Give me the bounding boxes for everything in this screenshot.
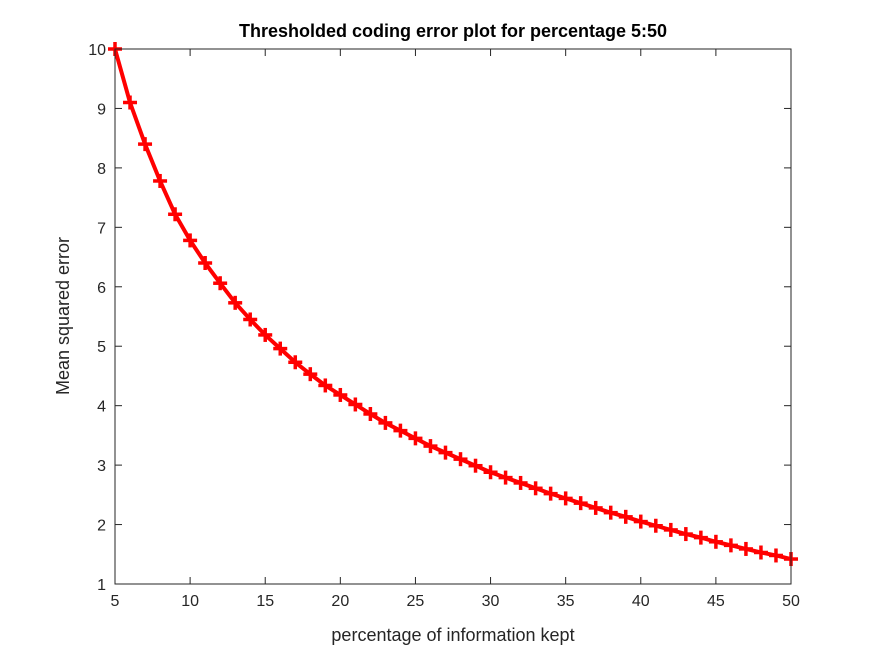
data-point-marker — [273, 341, 288, 356]
y-tick-label: 4 — [97, 399, 106, 416]
data-point-marker — [363, 406, 378, 421]
y-tick-label: 10 — [88, 42, 106, 59]
data-point-marker — [708, 534, 723, 549]
y-tick-label: 1 — [97, 577, 106, 594]
data-point-marker — [168, 207, 183, 222]
y-tick-label: 9 — [97, 101, 106, 118]
data-point-marker — [378, 415, 393, 430]
data-point-marker — [333, 387, 348, 402]
x-tick-label: 20 — [331, 593, 349, 610]
data-point-marker — [393, 423, 408, 438]
axes-box — [114, 48, 792, 585]
x-tick-label: 15 — [256, 593, 274, 610]
data-point-marker — [408, 431, 423, 446]
y-axis-label: Mean squared error — [53, 237, 73, 395]
data-point-marker — [543, 486, 558, 501]
data-point-marker — [633, 514, 648, 529]
chart-title: Thresholded coding error plot for percen… — [239, 21, 667, 41]
series-line — [113, 47, 793, 562]
data-point-marker — [648, 518, 663, 533]
y-tick-label: 6 — [97, 280, 106, 297]
data-point-marker — [603, 505, 618, 520]
data-point-marker — [528, 481, 543, 496]
data-point-marker — [423, 439, 438, 454]
data-point-marker — [498, 470, 513, 485]
data-point-marker — [573, 496, 588, 511]
data-point-marker — [123, 95, 138, 110]
x-tick-label: 40 — [632, 593, 650, 610]
data-point-marker — [453, 452, 468, 467]
data-point-marker — [558, 491, 573, 506]
data-point-marker — [213, 276, 228, 291]
x-tick-label: 50 — [782, 593, 800, 610]
data-point-marker — [693, 530, 708, 545]
data-point-marker — [678, 527, 693, 542]
data-point-marker — [753, 545, 768, 560]
data-point-marker — [738, 541, 753, 556]
y-tick-label: 2 — [97, 518, 106, 535]
data-point-marker — [243, 312, 258, 327]
data-point-marker — [258, 327, 273, 342]
data-point-marker — [303, 367, 318, 382]
y-tick-label: 8 — [97, 161, 106, 178]
x-tick-label: 30 — [482, 593, 500, 610]
x-tick-label: 45 — [707, 593, 725, 610]
data-point-marker — [288, 355, 303, 370]
data-point-marker — [348, 397, 363, 412]
x-tick-label: 5 — [111, 593, 120, 610]
data-point-marker — [513, 475, 528, 490]
data-point-marker — [723, 538, 738, 553]
data-point-marker — [228, 295, 243, 310]
y-tick-label: 5 — [97, 339, 106, 356]
data-point-marker — [198, 256, 213, 270]
plot-area — [115, 49, 791, 584]
data-point-marker — [618, 509, 633, 524]
x-tick-label: 10 — [181, 593, 199, 610]
data-point-marker — [318, 378, 333, 393]
data-point-marker — [588, 500, 603, 515]
data-point-marker — [468, 458, 483, 473]
data-point-marker — [438, 445, 453, 460]
x-tick-label: 35 — [557, 593, 575, 610]
data-point-marker — [153, 173, 168, 188]
data-point-marker — [138, 137, 153, 152]
data-point-marker — [768, 548, 783, 563]
data-point-marker — [483, 465, 498, 480]
data-point-marker — [183, 233, 198, 248]
series-layer — [108, 42, 798, 567]
y-tick-label: 7 — [97, 220, 106, 237]
x-tick-label: 25 — [407, 593, 425, 610]
x-axis-label: percentage of information kept — [331, 625, 574, 645]
data-point-marker — [663, 522, 678, 537]
y-tick-label: 3 — [97, 458, 106, 475]
